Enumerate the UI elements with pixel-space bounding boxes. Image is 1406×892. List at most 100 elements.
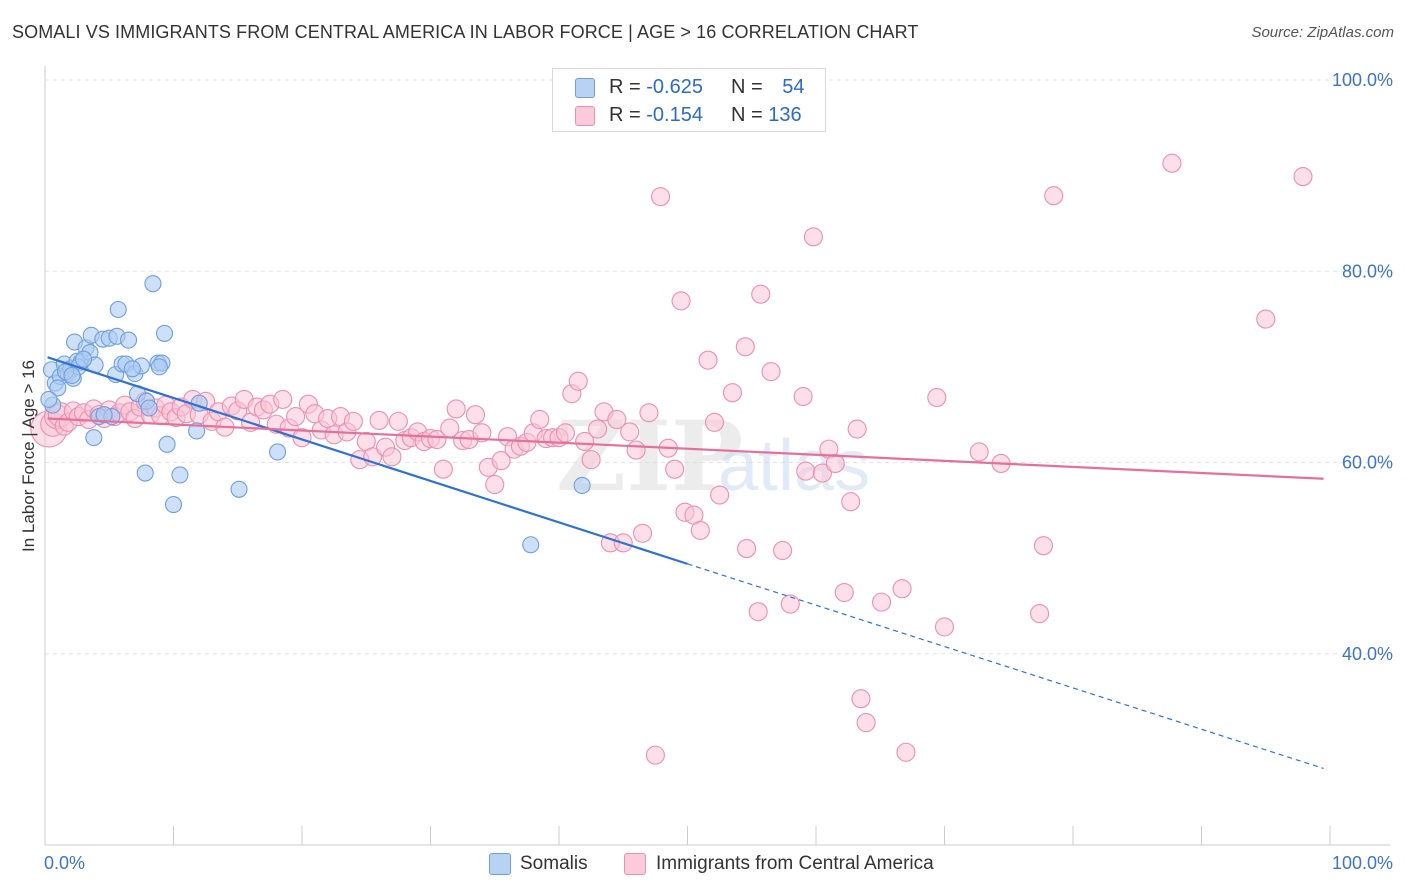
- data-point-central-america: [871, 592, 892, 612]
- legend-n-value-central-america: 136: [768, 104, 802, 126]
- data-point-somali: [123, 360, 141, 378]
- legend-row-central-america: R = -0.154 N = 136: [553, 101, 825, 129]
- legend-swatch-somali: [575, 78, 595, 98]
- legend-swatch-somalis: [489, 853, 511, 875]
- data-point-central-america: [607, 409, 627, 430]
- data-point-central-america: [485, 474, 505, 495]
- data-point-central-america: [650, 187, 671, 207]
- legend-swatch-central-america: [575, 106, 595, 126]
- data-point-central-america: [825, 453, 845, 474]
- legend-n-value-somali: 54: [782, 76, 805, 98]
- data-point-central-america: [773, 540, 793, 561]
- data-point-central-america: [803, 227, 823, 247]
- data-point-central-america: [491, 451, 511, 471]
- stats-legend: R = -0.625 N = 54 R = -0.154 N = 136: [552, 68, 826, 132]
- data-point-central-america: [722, 383, 743, 403]
- x-tick-label-min: 0.0%: [44, 853, 85, 873]
- trend-lines: [47, 356, 1324, 770]
- data-point-central-america: [934, 617, 955, 637]
- data-point-central-america: [388, 411, 408, 431]
- data-point-somali: [75, 350, 93, 368]
- trend-line-somali: [47, 356, 688, 565]
- data-point-central-america: [587, 419, 608, 439]
- data-point-central-america: [812, 463, 832, 483]
- data-point-central-america: [704, 412, 725, 432]
- data-point-central-america: [369, 410, 389, 430]
- data-point-somali: [85, 429, 103, 447]
- data-point-central-america: [620, 422, 640, 442]
- data-point-central-america: [427, 429, 447, 450]
- data-point-central-america: [575, 431, 595, 452]
- data-point-central-america: [1033, 536, 1053, 556]
- y-tick-label: 100.0%: [1332, 70, 1393, 90]
- data-point-central-america: [645, 745, 665, 765]
- legend-row-somali: R = -0.625 N = 54: [553, 73, 825, 101]
- legend-label-somalis: Somalis: [520, 853, 588, 874]
- data-point-somali: [230, 480, 248, 498]
- data-point-central-america: [1030, 604, 1050, 624]
- legend-n-label: N =: [731, 76, 763, 98]
- data-point-central-america: [626, 440, 646, 460]
- data-point-central-america: [690, 520, 710, 540]
- data-point-central-america: [273, 389, 293, 409]
- data-point-somali: [109, 300, 127, 319]
- data-point-somali: [164, 496, 183, 514]
- data-point-somali: [158, 435, 176, 453]
- y-tick-labels: 40.0% 60.0% 80.0% 100.0%: [1332, 70, 1393, 664]
- data-point-central-america: [969, 442, 989, 462]
- data-point-central-america: [780, 594, 800, 614]
- x-tick-label-max: 100.0%: [1332, 853, 1393, 873]
- data-point-central-america: [841, 492, 861, 512]
- data-point-central-america: [382, 447, 402, 467]
- data-point-somali: [119, 331, 138, 349]
- chart-title: SOMALI VS IMMIGRANTS FROM CENTRAL AMERIC…: [12, 22, 919, 42]
- trend-line-somali-extension: [687, 563, 1324, 770]
- legend-swatch-central-america: [624, 853, 646, 875]
- trend-line-central-america: [47, 417, 1324, 480]
- data-point-central-america: [639, 403, 659, 423]
- data-point-central-america: [761, 362, 781, 382]
- data-point-central-america: [1162, 153, 1182, 173]
- data-point-somali: [63, 366, 81, 385]
- grid-lines: [45, 79, 1390, 655]
- data-point-somali: [522, 536, 540, 554]
- legend-r-value-somali: -0.625: [646, 76, 703, 98]
- data-point-central-america: [796, 461, 816, 481]
- central-america-points: [30, 153, 1313, 765]
- data-point-central-america: [671, 291, 691, 311]
- data-point-somali: [150, 358, 168, 376]
- data-point-central-america: [568, 371, 588, 391]
- data-point-central-america: [834, 582, 854, 603]
- data-point-central-america: [851, 689, 871, 709]
- data-point-central-america: [793, 386, 813, 407]
- data-point-central-america: [1293, 167, 1313, 187]
- data-point-central-america: [896, 742, 916, 762]
- data-point-somali: [136, 464, 154, 482]
- axes: [44, 66, 1390, 846]
- y-tick-label: 80.0%: [1342, 261, 1393, 281]
- source-credit: Source: ZipAtlas.com: [1251, 24, 1394, 41]
- data-point-central-america: [737, 539, 757, 559]
- data-point-central-america: [927, 387, 947, 408]
- data-point-somali: [573, 476, 591, 495]
- legend-n-label: N =: [731, 104, 763, 126]
- data-point-central-america: [751, 284, 771, 304]
- data-point-somali: [155, 324, 174, 342]
- y-tick-label: 40.0%: [1342, 644, 1393, 664]
- data-point-somali: [40, 390, 58, 408]
- data-point-central-america: [433, 459, 453, 479]
- y-tick-label: 60.0%: [1342, 453, 1393, 473]
- legend-r-label: R =: [609, 76, 641, 98]
- data-point-central-america: [286, 407, 306, 427]
- data-point-central-america: [748, 602, 768, 622]
- data-point-central-america: [446, 399, 466, 419]
- data-point-central-america: [530, 409, 550, 430]
- series-legend: Somalis Immigrants from Central America: [0, 850, 1406, 880]
- data-point-central-america: [465, 405, 486, 425]
- data-point-central-america: [735, 337, 755, 357]
- data-point-somali: [269, 443, 287, 461]
- watermark-atlas: atlas: [718, 426, 870, 506]
- legend-r-value-central-america: -0.154: [646, 104, 703, 126]
- data-point-central-america: [856, 713, 876, 733]
